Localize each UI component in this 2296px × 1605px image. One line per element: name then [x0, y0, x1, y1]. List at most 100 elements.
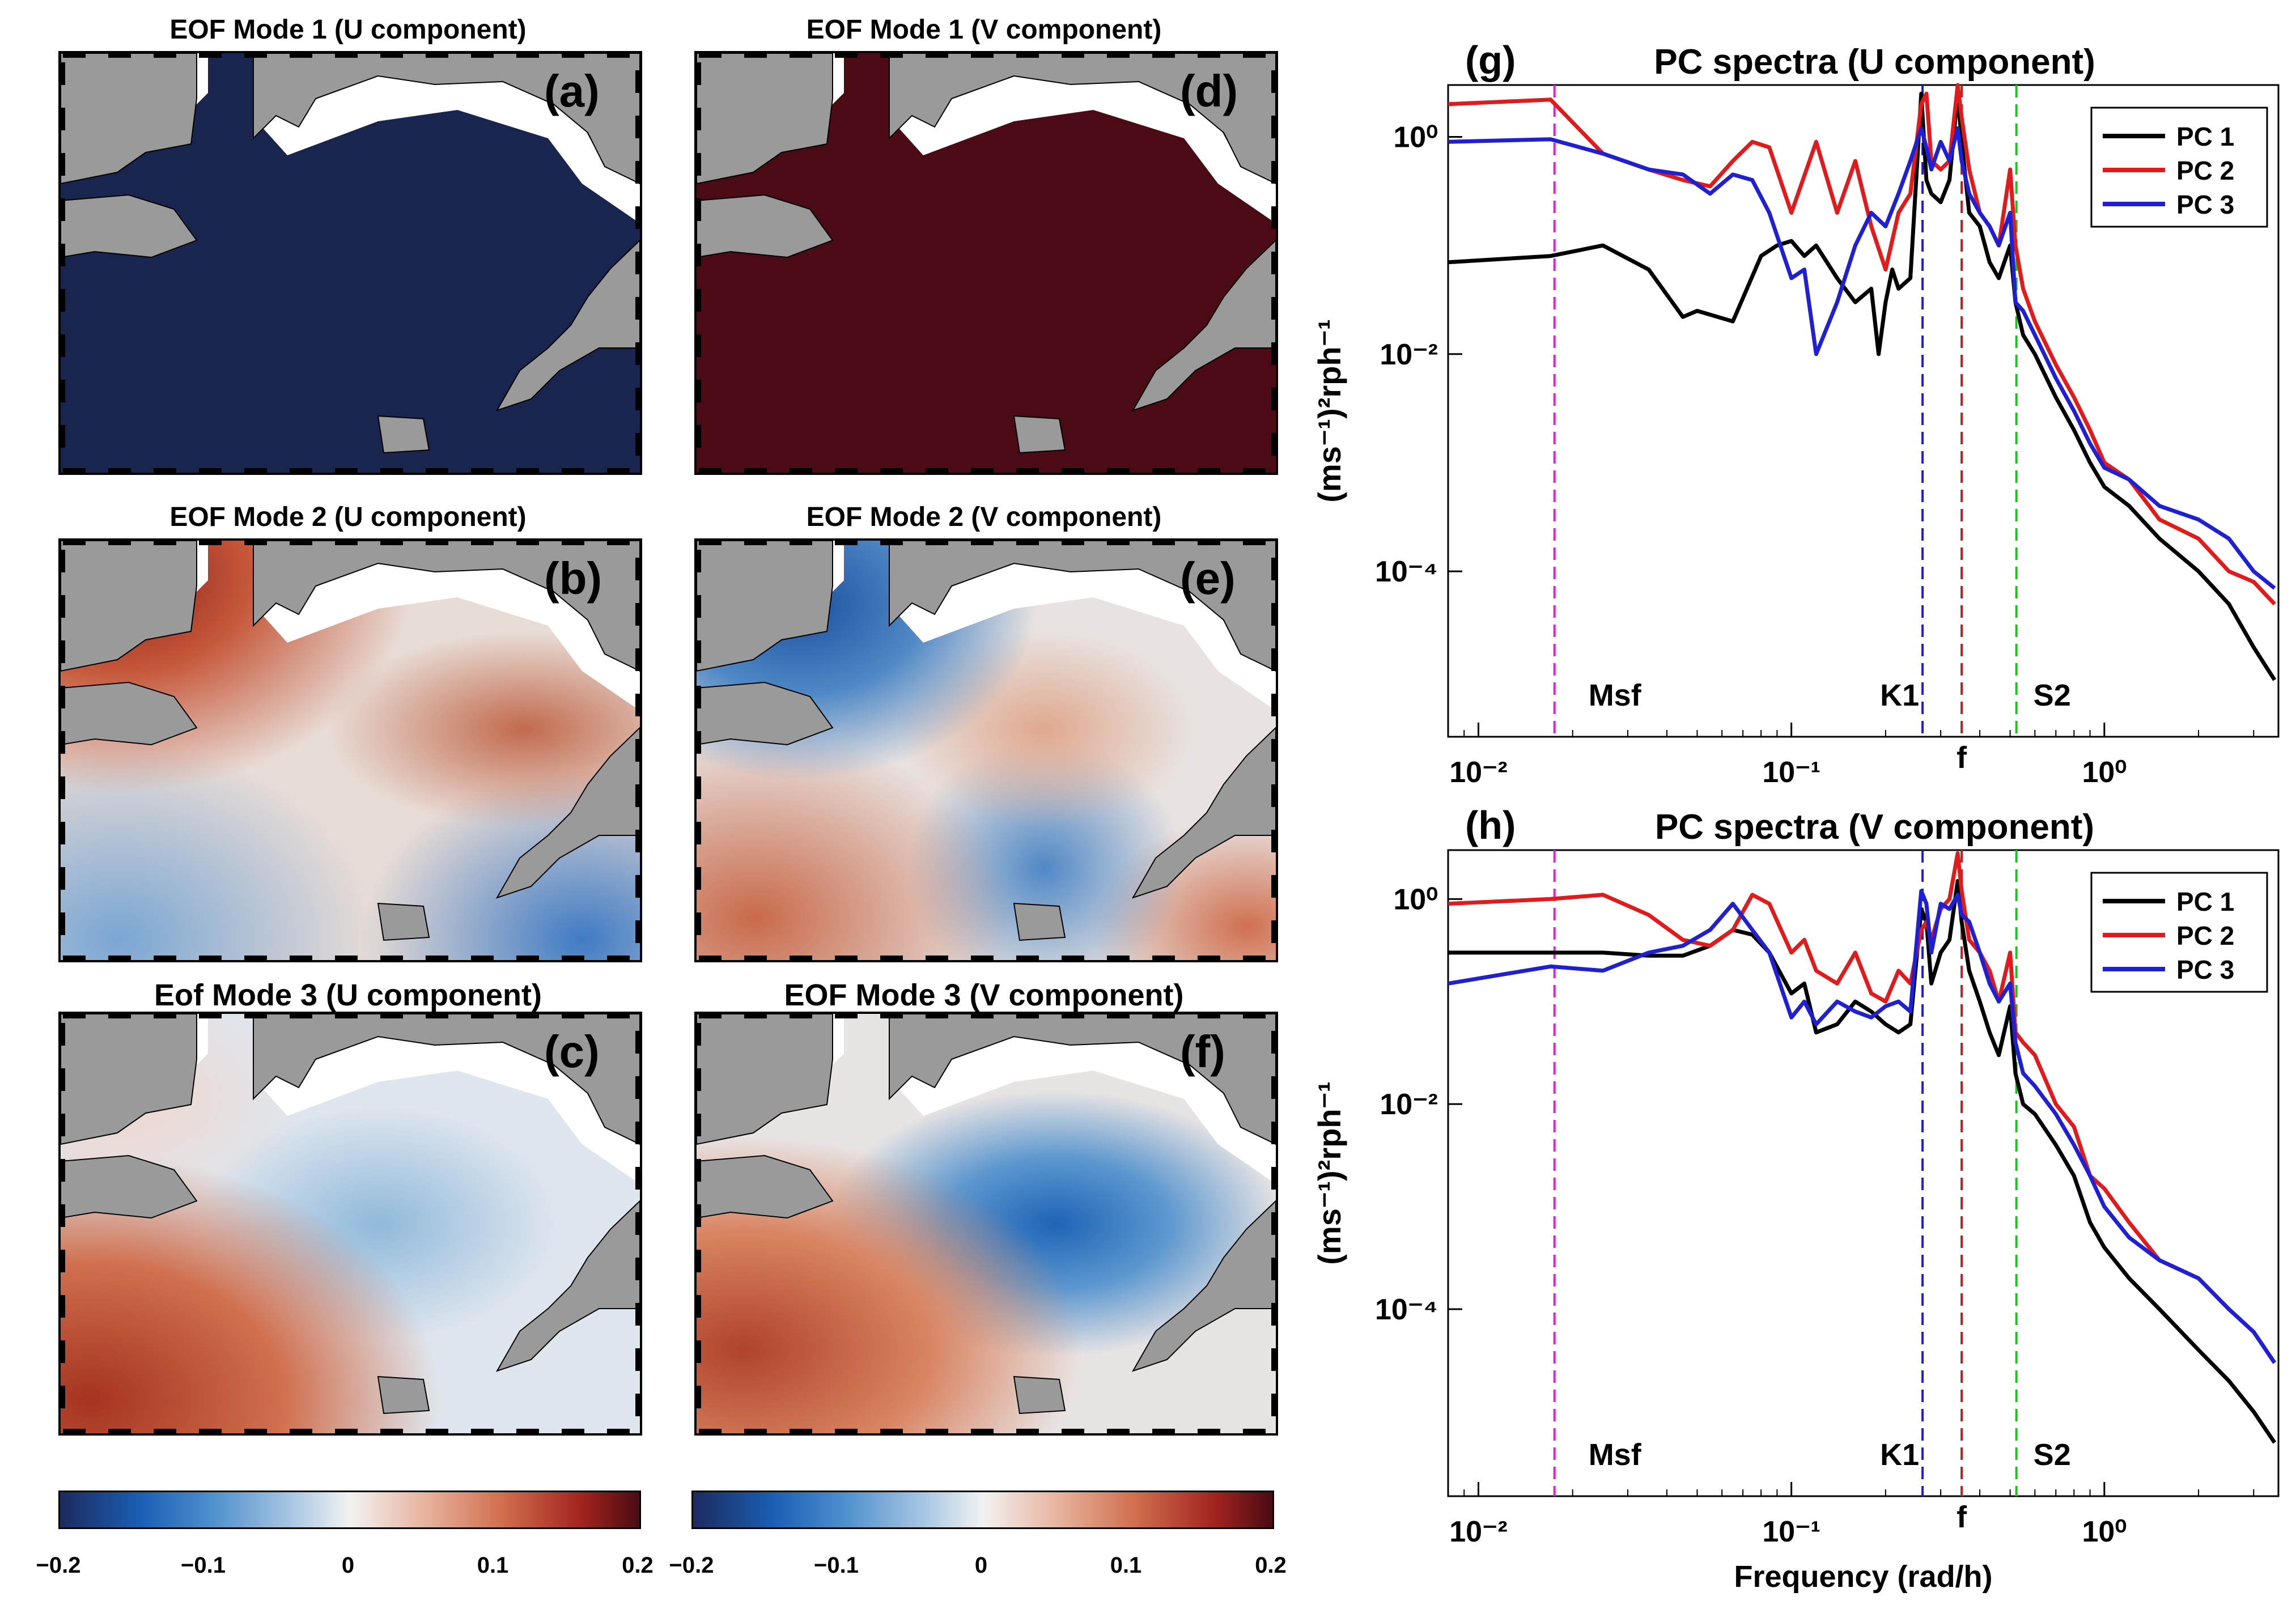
y-tick-label: 10⁻⁴ — [1375, 555, 1438, 588]
legend-label-pc2: PC 2 — [2176, 921, 2234, 950]
colorbar-tick-label: 0 — [341, 1553, 355, 1578]
land-mass — [61, 681, 198, 746]
land-mass — [495, 239, 640, 411]
map-geography — [61, 541, 640, 960]
chart-title-0: PC spectra (U component) — [1654, 43, 2095, 82]
map-geography — [697, 541, 1276, 960]
no-data-region — [262, 69, 640, 223]
eof-map-c — [58, 1012, 642, 1436]
map-frame — [61, 541, 640, 960]
chart-letter-1: (h) — [1465, 803, 1516, 847]
land-mass — [1131, 239, 1276, 411]
no-data-region — [898, 1030, 1276, 1184]
land-mass — [253, 53, 640, 185]
colorbar-tick-label: −0.1 — [814, 1553, 859, 1578]
map-geography — [697, 53, 1276, 473]
tidal-label-s2: S2 — [2034, 1438, 2071, 1472]
x-tick-label: 10⁻¹ — [1762, 756, 1820, 789]
map-frame — [697, 1014, 1276, 1433]
x-tick-label: 10⁰ — [2082, 1515, 2127, 1548]
tidal-label-k1: K1 — [1880, 1438, 1919, 1472]
legend-box-0 — [2090, 107, 2268, 228]
map-title-f: EOF Mode 3 (V component) — [784, 978, 1184, 1012]
eof-map-e — [694, 538, 1278, 962]
map-frame — [697, 53, 1276, 473]
land-mass — [889, 541, 1276, 672]
map-geography — [61, 1014, 640, 1433]
tidal-label-msf: Msf — [1589, 1438, 1642, 1472]
land-mass — [1013, 902, 1066, 941]
tidal-label-s2: S2 — [2034, 678, 2071, 712]
colorbar-tick-label: 0.1 — [477, 1553, 509, 1578]
land-mass — [697, 681, 834, 746]
land-mass — [377, 415, 430, 454]
map-title-b: EOF Mode 2 (U component) — [169, 502, 527, 532]
map-frame — [61, 53, 640, 473]
panel-letter-c: (c) — [544, 1026, 600, 1077]
land-mass — [1013, 415, 1066, 454]
x-tick-label: 10⁰ — [2082, 756, 2127, 789]
x-axis-label: Frequency (rad/h) — [1734, 1560, 1992, 1594]
land-mass — [495, 727, 640, 899]
panel-letter-a: (a) — [544, 66, 600, 116]
x-tick-label: 10⁻¹ — [1762, 1515, 1820, 1548]
legend-label-pc3: PC 3 — [2176, 190, 2234, 219]
legend-label-pc1: PC 1 — [2176, 887, 2234, 916]
map-title-e: EOF Mode 2 (V component) — [806, 502, 1162, 532]
map-title-a: EOF Mode 1 (U component) — [169, 15, 527, 45]
legend-label-pc2: PC 2 — [2176, 156, 2234, 185]
map-geography — [61, 53, 640, 473]
eof-map-b — [58, 538, 642, 962]
land-mass — [495, 1200, 640, 1372]
y-tick-label: 10⁰ — [1393, 883, 1438, 916]
land-mass — [697, 1014, 833, 1145]
chart-title-1: PC spectra (V component) — [1655, 808, 2094, 847]
land-mass — [61, 541, 197, 672]
tidal-label-msf: Msf — [1589, 678, 1642, 712]
land-mass — [253, 1014, 640, 1145]
series-line-pc1 — [1448, 91, 2277, 681]
colorbar-tick-label: 0.2 — [622, 1553, 653, 1578]
land-mass — [1131, 1200, 1276, 1372]
panel-letter-e: (e) — [1180, 553, 1236, 604]
colorbar-tick-label: −0.2 — [669, 1553, 714, 1578]
x-tick-label: 10⁻² — [1449, 756, 1508, 789]
map-frame — [697, 541, 1276, 960]
land-mass — [889, 1014, 1276, 1145]
land-mass — [61, 1154, 198, 1219]
chart-letter-0: (g) — [1465, 38, 1516, 82]
legend-label-pc1: PC 1 — [2176, 122, 2234, 151]
land-mass — [697, 1154, 834, 1219]
colorbar-v — [691, 1491, 1274, 1529]
panel-letter-f: (f) — [1180, 1026, 1225, 1077]
no-data-region — [262, 1030, 640, 1184]
colorbar-tick-label: −0.2 — [36, 1553, 81, 1578]
land-mass — [61, 194, 198, 258]
map-geography — [697, 1014, 1276, 1433]
eof-map-a — [58, 51, 642, 475]
tidal-label-k1: K1 — [1880, 678, 1919, 712]
series-line-pc1 — [1448, 879, 2277, 1444]
no-data-region — [898, 69, 1276, 223]
y-axis-label-0: (ms⁻¹)²rph⁻¹ — [1312, 319, 1347, 503]
land-mass — [697, 541, 833, 672]
land-mass — [1013, 1375, 1066, 1415]
eof-map-d — [694, 51, 1278, 475]
y-tick-label: 10⁰ — [1393, 121, 1438, 154]
land-mass — [377, 1375, 430, 1415]
land-mass — [61, 1014, 197, 1145]
colorbar-tick-label: −0.1 — [181, 1553, 226, 1578]
series-line-pc2 — [1448, 83, 2276, 606]
tidal-label-f: f — [1957, 1500, 1967, 1534]
legend-box-1 — [2090, 872, 2268, 993]
y-tick-label: 10⁻⁴ — [1375, 1293, 1438, 1326]
panel-letter-d: (d) — [1180, 66, 1238, 116]
colorbar-tick-label: 0.2 — [1255, 1553, 1287, 1578]
land-mass — [1131, 727, 1276, 899]
eof-map-f — [694, 1012, 1278, 1436]
tidal-label-f: f — [1957, 741, 1967, 775]
colorbar-tick-label: 0.1 — [1110, 1553, 1142, 1578]
map-frame — [61, 1014, 640, 1433]
land-mass — [697, 53, 833, 185]
